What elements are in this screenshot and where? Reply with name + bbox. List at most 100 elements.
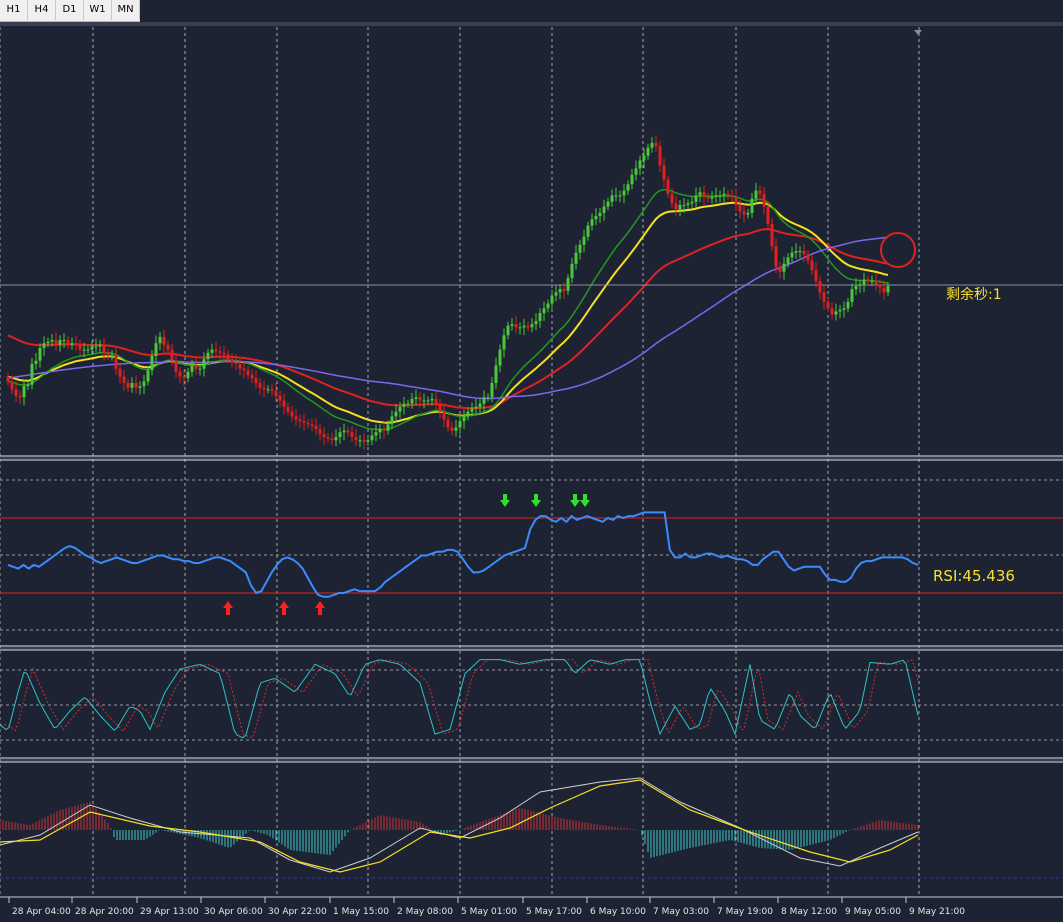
candle-body (498, 349, 502, 366)
candle-body (610, 195, 614, 202)
candle-body (38, 348, 42, 361)
candle-body (530, 324, 534, 328)
candle-body (778, 266, 782, 272)
candle-body (502, 335, 506, 350)
sell-arrow-icon (531, 494, 541, 507)
candle-body (734, 197, 738, 205)
time-tick-label: 30 Apr 06:00 (204, 907, 263, 917)
chart-top-border (0, 22, 1063, 26)
chart-shift-marker (914, 30, 922, 35)
candle-body (174, 360, 178, 372)
candle-body (98, 344, 102, 347)
candle-body (674, 203, 678, 210)
candle-body (486, 397, 490, 399)
candle-body (462, 416, 466, 422)
buy-arrow-icon (279, 601, 289, 615)
candle-body (378, 429, 382, 433)
panel-separator (0, 757, 1063, 763)
candle-body (54, 340, 58, 345)
candle-body (758, 190, 762, 194)
candle-body (722, 193, 726, 196)
candle-body (514, 324, 518, 328)
macd-panel (0, 777, 919, 873)
tf-d1-button[interactable]: D1 (56, 0, 84, 20)
candle-body (882, 287, 886, 293)
candle-body (782, 263, 786, 272)
candle-body (30, 363, 34, 385)
candle-body (850, 289, 854, 302)
candle-body (418, 397, 422, 401)
candle-body (258, 383, 262, 388)
time-tick-label: 5 May 17:00 (526, 907, 582, 917)
time-tick-label: 28 Apr 20:00 (75, 907, 134, 917)
candle-body (682, 204, 686, 206)
candle-body (70, 343, 74, 345)
tf-h1-button[interactable]: H1 (0, 0, 28, 20)
candle-body (350, 432, 354, 438)
candle-body (690, 201, 694, 204)
candle-body (574, 252, 578, 264)
candle-body (870, 281, 874, 283)
candle-body (550, 295, 554, 304)
candle-body (10, 381, 14, 390)
candle-body (6, 376, 10, 382)
candle-body (354, 437, 358, 441)
candle-body (582, 236, 586, 245)
candle-body (46, 341, 50, 344)
candle-body (50, 340, 54, 342)
candle-body (738, 204, 742, 212)
candle-body (626, 184, 630, 191)
candle-body (34, 360, 38, 364)
tf-h4-button[interactable]: H4 (28, 0, 56, 20)
candle-body (386, 424, 390, 431)
candle-body (290, 411, 294, 417)
candle-body (518, 327, 522, 329)
candle-body (190, 365, 194, 372)
candle-body (638, 160, 642, 169)
candle-body (774, 246, 778, 267)
candle-body (94, 346, 98, 348)
candle-body (14, 389, 18, 396)
candle-body (114, 355, 118, 369)
candle-body (646, 147, 650, 156)
candle-body (570, 263, 574, 279)
candle-body (414, 397, 418, 399)
candle-body (86, 349, 90, 351)
candle-body (194, 365, 198, 369)
stochastic-main-line (0, 659, 919, 739)
tf-w1-button[interactable]: W1 (84, 0, 112, 20)
candle-body (90, 346, 94, 350)
candle-body (806, 254, 810, 261)
candle-body (218, 351, 222, 353)
candle-body (670, 193, 674, 204)
candle-body (886, 286, 890, 293)
candle-body (410, 398, 414, 404)
candle-body (358, 440, 362, 442)
tf-mn-button[interactable]: MN (112, 0, 140, 20)
candle-body (506, 325, 510, 336)
candle-body (182, 376, 186, 379)
candle-body (42, 343, 46, 349)
candle-body (302, 421, 306, 423)
rsi-value-label: RSI:45.436 (933, 567, 1015, 585)
candle-body (602, 206, 606, 213)
time-axis: 28 Apr 04:00 28 Apr 20:00 29 Apr 13:00 30 A… (8, 897, 965, 917)
stochastic-signal-line (0, 659, 919, 739)
candle-body (374, 432, 378, 436)
candle-body (74, 343, 78, 345)
candle-body (18, 395, 22, 398)
candle-body (138, 386, 142, 388)
candle-body (770, 224, 774, 247)
candle-body (694, 195, 698, 202)
candle-body (214, 349, 218, 352)
time-tick-label: 2 May 08:00 (397, 907, 453, 917)
candle-body (346, 430, 350, 433)
candle-body (842, 308, 846, 310)
candle-body (78, 344, 82, 350)
moving-average-line (7, 236, 889, 400)
candle-body (542, 308, 546, 314)
candle-body (146, 370, 150, 382)
candle-body (102, 344, 106, 353)
price-panel (0, 30, 1063, 450)
